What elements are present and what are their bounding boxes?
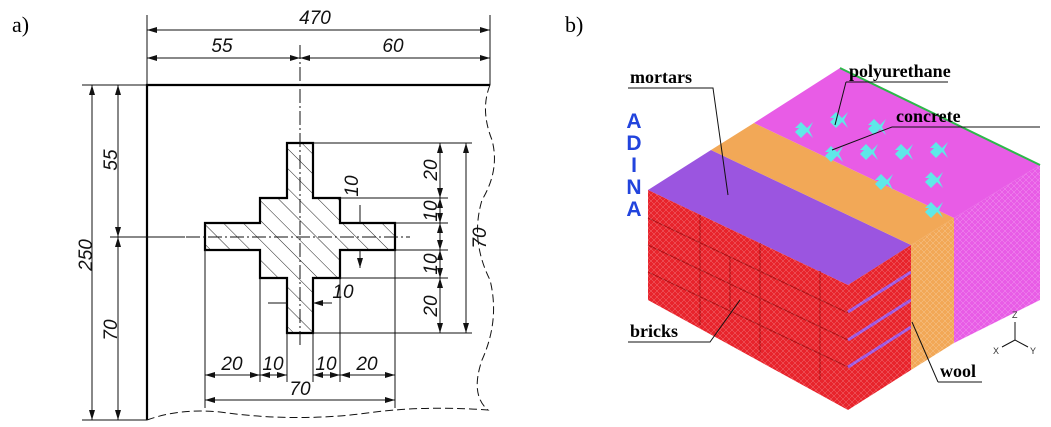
logo-letter: A	[626, 198, 641, 221]
figure: a) 470 55 60 250 55 70 20 10 10 20 70 10…	[0, 0, 1051, 427]
material-label: concrete	[896, 106, 961, 126]
logo-letter: A	[626, 110, 641, 133]
extension-lines	[82, 85, 185, 420]
panel-a: a) 470 55 60 250 55 70 20 10 10 20 70 10…	[12, 8, 494, 420]
material-label: mortars	[630, 67, 692, 87]
axis-label: Y	[1030, 346, 1036, 356]
center-lines	[120, 45, 410, 345]
panel-b: b) A D I N A mortars polyurethane concre…	[565, 12, 1040, 410]
dimension: 70	[289, 379, 311, 400]
dimension: 10	[262, 354, 284, 375]
dimension: 10	[421, 253, 442, 275]
material-label: polyurethane	[849, 61, 951, 81]
dimension: 10	[315, 354, 337, 375]
panel-label: a)	[12, 12, 29, 37]
panel-label: b)	[565, 12, 583, 37]
material-label: wool	[940, 361, 976, 381]
dimension: 20	[355, 354, 378, 375]
dimension: 20	[421, 295, 442, 318]
dimension: 55	[101, 149, 122, 171]
logo-letter: D	[626, 132, 641, 155]
dimension: 250	[76, 239, 97, 272]
dimension: 20	[220, 354, 243, 375]
dimension: 10	[332, 282, 354, 303]
dimension: 20	[421, 159, 442, 182]
dimension: 10	[342, 175, 363, 197]
axis-label: X	[993, 346, 999, 356]
dimension: 70	[470, 227, 491, 249]
logo-letter: I	[631, 154, 637, 177]
dimension: 55	[211, 36, 233, 57]
axis-triad	[1002, 322, 1028, 347]
dimension: 60	[382, 36, 404, 57]
logo-letter: N	[626, 176, 641, 199]
axis-label: Z	[1012, 310, 1018, 320]
dimension: 70	[101, 319, 122, 341]
dimension: 10	[421, 200, 442, 222]
material-label: bricks	[630, 321, 678, 341]
dimension: 470	[299, 8, 331, 29]
